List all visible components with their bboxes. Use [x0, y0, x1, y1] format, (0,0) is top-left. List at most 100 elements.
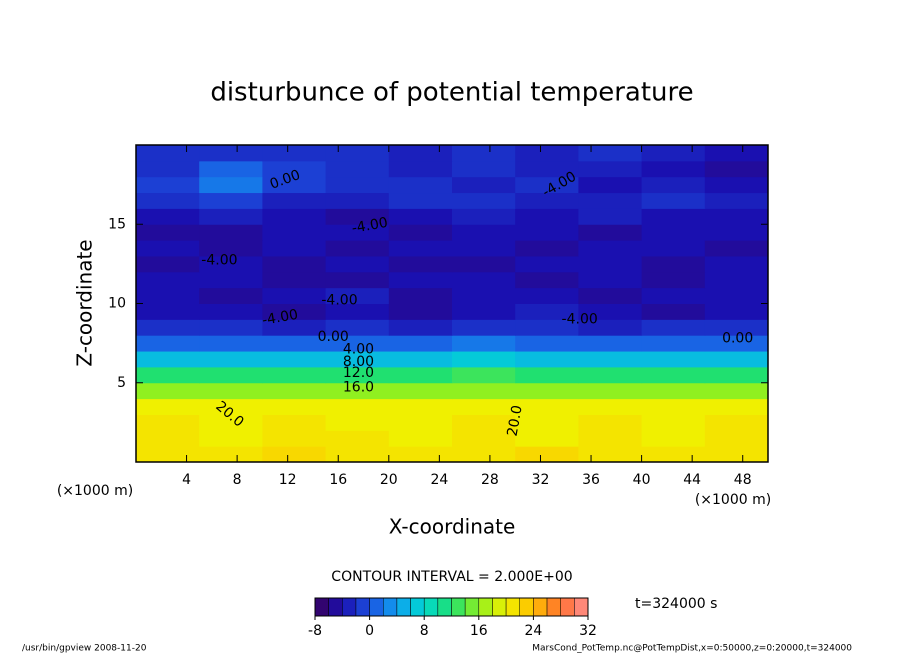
heat-cell	[136, 382, 200, 400]
heat-cell	[136, 192, 200, 209]
heat-cell	[325, 303, 390, 320]
heat-cell	[199, 303, 263, 320]
heat-cell	[452, 208, 516, 225]
heat-cell	[641, 160, 706, 178]
heat-cell	[578, 160, 643, 178]
heat-cell	[136, 255, 200, 273]
heat-cell	[452, 271, 516, 289]
heat-cell	[578, 335, 643, 352]
heat-cell	[388, 430, 453, 447]
heat-cell	[578, 414, 643, 431]
heat-cell	[452, 414, 516, 431]
heat-cell	[704, 351, 769, 368]
heat-cell	[515, 398, 579, 415]
heat-cell	[641, 303, 706, 320]
heat-cell	[262, 145, 327, 162]
heat-cell	[704, 398, 769, 415]
heat-cell	[325, 430, 390, 447]
heat-cell	[515, 208, 579, 225]
footer-left: /usr/bin/gpview 2008-11-20	[22, 644, 147, 654]
heat-cell	[578, 271, 643, 289]
heat-cell	[515, 176, 579, 194]
colorbar-cell	[355, 597, 370, 617]
colorbar-cell	[533, 597, 548, 617]
colorbar-cell	[546, 597, 561, 617]
heat-cell	[578, 351, 643, 368]
heat-cell	[641, 287, 706, 304]
colorbar-cell	[451, 597, 466, 617]
heat-cell	[325, 255, 390, 273]
heat-cell	[262, 287, 327, 304]
chart-title: disturbunce of potential temperature	[210, 78, 693, 108]
heat-cell	[641, 192, 706, 209]
heat-cell	[388, 414, 453, 431]
heat-cell	[199, 430, 263, 447]
heat-cell	[515, 335, 579, 352]
heat-cell	[136, 398, 200, 415]
heat-cell	[262, 319, 327, 336]
heat-cell	[578, 430, 643, 447]
heat-cell	[199, 240, 263, 257]
heat-cell	[578, 145, 643, 162]
heat-cell	[704, 240, 769, 257]
heat-cell	[704, 319, 769, 336]
heat-cell	[452, 240, 516, 257]
heat-cell	[578, 366, 643, 384]
colorbar-cell	[505, 597, 521, 617]
heat-cell	[262, 208, 327, 225]
heat-cell	[388, 160, 453, 178]
heat-cell	[262, 366, 327, 384]
y-tick-label: 15	[108, 216, 126, 232]
x-tick-label: 40	[633, 472, 651, 488]
heat-cell	[388, 208, 453, 225]
heat-cell	[515, 303, 579, 320]
heat-cell	[136, 287, 200, 304]
heat-cell	[262, 430, 327, 447]
heat-cell	[704, 430, 769, 447]
heat-cell	[452, 303, 516, 320]
heat-cell	[388, 335, 453, 352]
heat-cell	[325, 446, 390, 463]
heat-cell	[641, 382, 706, 400]
heat-cell	[704, 224, 769, 241]
heat-cell	[199, 382, 263, 400]
heat-cell	[199, 160, 263, 178]
heat-cell	[704, 366, 769, 384]
x-tick-label: 36	[582, 472, 600, 488]
heat-cell	[578, 224, 643, 241]
heat-cell	[136, 414, 200, 431]
colorbar-cell	[383, 597, 398, 617]
heat-cell	[136, 160, 200, 178]
x-tick-label: 12	[279, 472, 297, 488]
heat-cell	[452, 145, 516, 162]
heat-cell	[199, 271, 263, 289]
y-tick-label: 10	[108, 296, 126, 312]
colorbar-cell	[410, 597, 425, 617]
heat-cell	[136, 240, 200, 257]
heat-cell	[199, 287, 263, 304]
colorbar-cell	[314, 597, 329, 617]
heat-cell	[262, 398, 327, 415]
heat-cell	[388, 303, 453, 320]
heat-cell	[515, 319, 579, 336]
y-tick-label: 5	[117, 375, 126, 391]
heat-cell	[452, 335, 516, 352]
heat-cell	[641, 351, 706, 368]
contour-label: 0.00	[722, 330, 753, 346]
colorbar-cell	[464, 597, 480, 617]
heat-cell	[641, 414, 706, 431]
colorbar-tick-label: 8	[420, 623, 429, 639]
heat-cell	[452, 224, 516, 241]
heat-cell	[704, 160, 769, 178]
heat-cell	[325, 414, 390, 431]
heat-cell	[704, 414, 769, 431]
colorbar-cell	[423, 597, 439, 617]
heat-cell	[136, 319, 200, 336]
heat-cell	[641, 240, 706, 257]
heat-cell	[515, 351, 579, 368]
heat-cell	[262, 382, 327, 400]
heat-cell	[262, 192, 327, 209]
contour-label: 12.0	[343, 365, 374, 381]
heat-cell	[199, 192, 263, 209]
